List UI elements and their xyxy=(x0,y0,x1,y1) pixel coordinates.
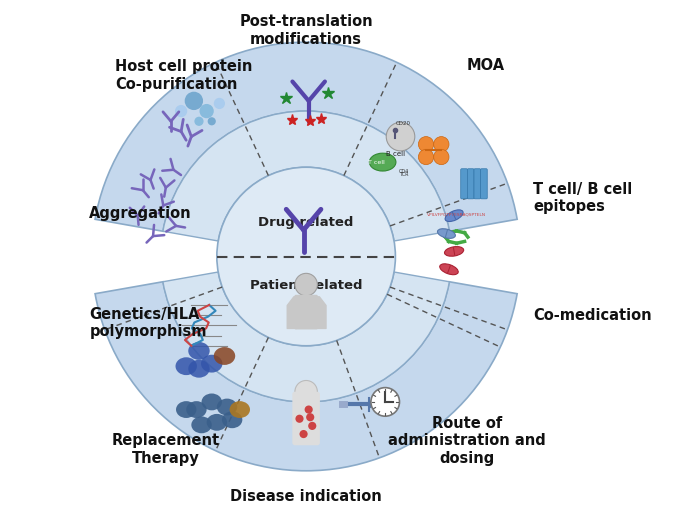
Circle shape xyxy=(419,149,434,165)
Text: Co-medication: Co-medication xyxy=(533,308,652,323)
Circle shape xyxy=(199,104,214,118)
FancyBboxPatch shape xyxy=(461,169,467,199)
Text: Disease indication: Disease indication xyxy=(230,489,382,504)
Ellipse shape xyxy=(440,264,458,274)
Ellipse shape xyxy=(229,401,250,418)
Wedge shape xyxy=(163,272,449,402)
Circle shape xyxy=(217,167,395,346)
Ellipse shape xyxy=(188,342,210,360)
Circle shape xyxy=(208,117,216,125)
Wedge shape xyxy=(95,282,517,471)
Ellipse shape xyxy=(188,360,210,378)
FancyBboxPatch shape xyxy=(295,295,318,329)
Circle shape xyxy=(308,422,316,430)
Text: B cell: B cell xyxy=(386,151,405,157)
Text: TCR: TCR xyxy=(399,172,409,177)
Circle shape xyxy=(306,413,314,421)
Text: VPILVFPQTPTESRAQSPTELN: VPILVFPQTPTESRAQSPTELN xyxy=(427,213,486,216)
Circle shape xyxy=(434,149,449,165)
Text: T cell/ B cell
epitopes: T cell/ B cell epitopes xyxy=(533,182,632,214)
Circle shape xyxy=(295,273,317,296)
Ellipse shape xyxy=(222,411,242,428)
Text: MOA: MOA xyxy=(467,57,505,73)
Circle shape xyxy=(195,116,203,126)
Ellipse shape xyxy=(176,401,197,418)
Ellipse shape xyxy=(201,393,222,410)
Circle shape xyxy=(434,136,449,152)
Text: Drug related: Drug related xyxy=(258,216,354,229)
Ellipse shape xyxy=(207,414,227,431)
Ellipse shape xyxy=(369,153,396,171)
Text: Post-translation
modifications: Post-translation modifications xyxy=(239,14,373,47)
Ellipse shape xyxy=(175,357,197,375)
Text: Replacement
Therapy: Replacement Therapy xyxy=(112,433,220,466)
Text: Route of
administration and
dosing: Route of administration and dosing xyxy=(388,416,546,466)
Circle shape xyxy=(371,388,399,416)
Text: Host cell protein
Co-purification: Host cell protein Co-purification xyxy=(115,59,252,92)
Text: CD4: CD4 xyxy=(399,169,409,174)
Text: Patient related: Patient related xyxy=(250,279,362,291)
Circle shape xyxy=(299,430,308,438)
Circle shape xyxy=(295,381,317,403)
Ellipse shape xyxy=(445,247,464,256)
Ellipse shape xyxy=(445,210,463,222)
Circle shape xyxy=(214,98,225,109)
Circle shape xyxy=(419,136,434,152)
Text: T cell: T cell xyxy=(368,160,385,165)
Circle shape xyxy=(305,405,313,413)
FancyBboxPatch shape xyxy=(292,392,320,445)
Circle shape xyxy=(175,105,187,117)
Ellipse shape xyxy=(201,354,223,372)
Ellipse shape xyxy=(438,229,456,239)
Text: Aggregation: Aggregation xyxy=(89,206,192,221)
Circle shape xyxy=(295,415,303,423)
Circle shape xyxy=(386,122,415,151)
Ellipse shape xyxy=(186,401,207,418)
Ellipse shape xyxy=(217,399,237,416)
Wedge shape xyxy=(163,111,449,241)
FancyBboxPatch shape xyxy=(481,169,487,199)
FancyBboxPatch shape xyxy=(467,169,474,199)
Circle shape xyxy=(185,92,203,110)
Ellipse shape xyxy=(214,347,235,365)
Text: Genetics/HLA
polymorphism: Genetics/HLA polymorphism xyxy=(89,307,207,339)
FancyBboxPatch shape xyxy=(474,169,481,199)
Text: CD20: CD20 xyxy=(395,121,410,126)
Ellipse shape xyxy=(191,417,212,433)
Wedge shape xyxy=(95,42,517,231)
